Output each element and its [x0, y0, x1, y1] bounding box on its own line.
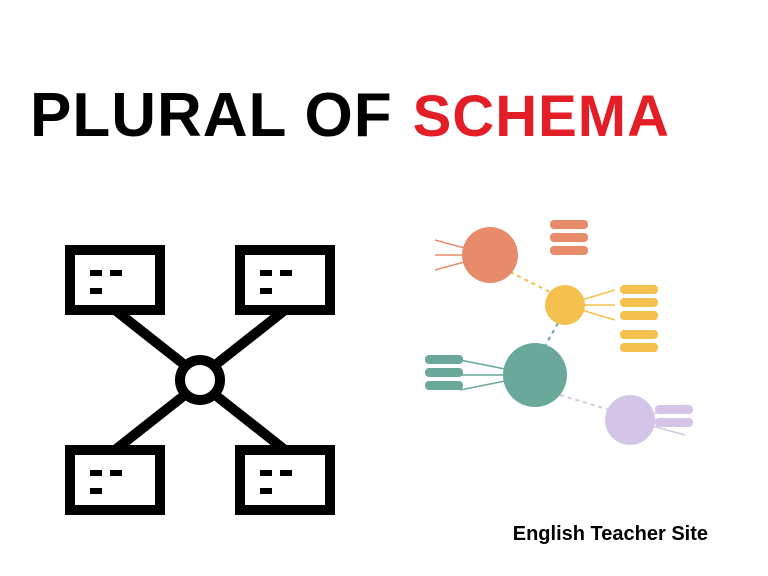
- network-diagram-icon: [60, 240, 340, 520]
- footer-brand-text: English Teacher Site: [513, 523, 708, 546]
- mindmap-diagram-icon: [420, 210, 700, 460]
- title-black-text: PLURAL OF: [30, 80, 393, 151]
- title-row: PLURAL OF SCHEMA: [30, 80, 670, 151]
- title-red-text: SCHEMA: [413, 83, 670, 150]
